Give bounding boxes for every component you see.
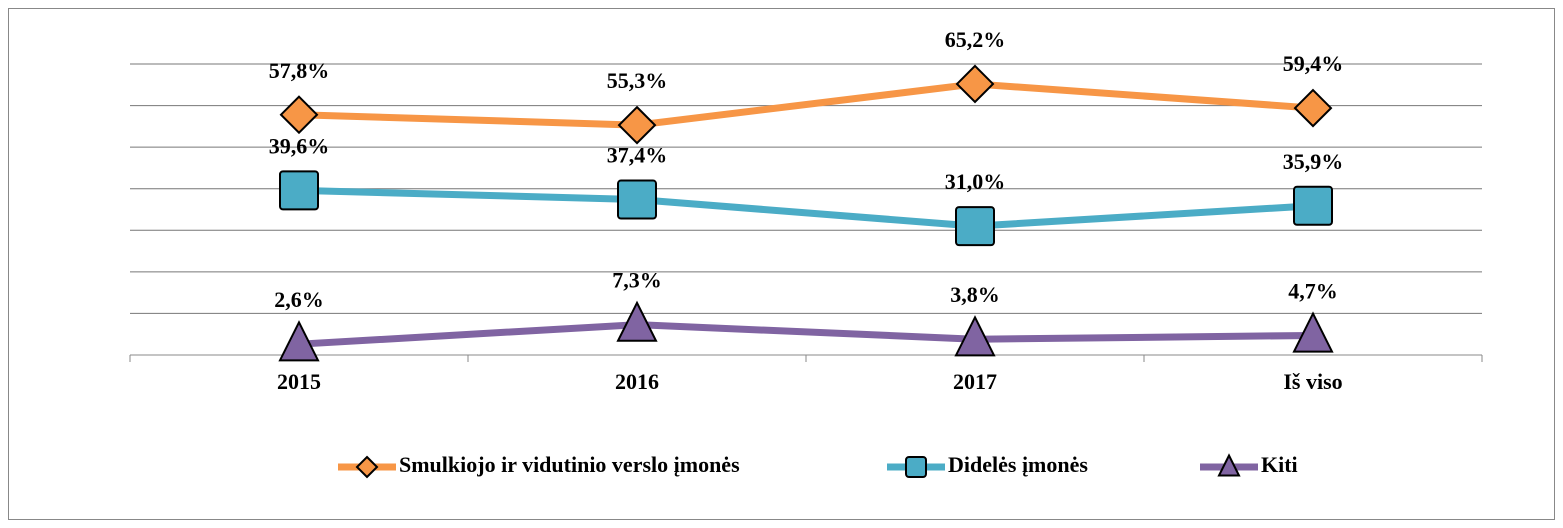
data-label: 2,6% <box>274 287 324 312</box>
x-tick-label: 2016 <box>615 369 659 394</box>
data-label: 37,4% <box>607 143 668 168</box>
data-label: 7,3% <box>612 268 662 293</box>
data-point <box>278 320 320 362</box>
x-tick-label: Iš viso <box>1283 369 1342 394</box>
data-point <box>1293 88 1333 128</box>
data-label: 35,9% <box>1283 149 1344 174</box>
data-label: 39,6% <box>269 133 330 158</box>
data-point <box>954 315 996 357</box>
legend-label: Smulkiojo ir vidutinio verslo įmonės <box>399 452 740 477</box>
data-label: 59,4% <box>1283 51 1344 76</box>
data-point <box>1292 311 1334 353</box>
chart-border <box>8 8 1555 520</box>
series-line <box>298 321 1314 348</box>
legend-marker <box>1217 453 1241 477</box>
x-tick-label: 2017 <box>953 369 997 394</box>
data-label: 3,8% <box>950 282 1000 307</box>
series-line <box>298 80 1314 129</box>
data-label: 57,8% <box>269 58 330 83</box>
data-point <box>955 64 995 104</box>
series-line <box>298 186 1314 230</box>
legend-marker <box>355 455 379 479</box>
legend-label: Didelės įmonės <box>948 452 1088 477</box>
data-point <box>279 170 319 211</box>
data-label: 65,2% <box>945 27 1006 52</box>
data-label: 31,0% <box>945 169 1006 194</box>
data-label: 55,3% <box>607 68 668 93</box>
data-point <box>279 95 319 135</box>
legend-label: Kiti <box>1261 452 1298 477</box>
data-point <box>616 300 658 342</box>
data-point <box>1293 185 1333 226</box>
data-point <box>955 206 995 247</box>
data-point <box>617 105 657 145</box>
x-tick-label: 2015 <box>277 369 321 394</box>
data-label: 4,7% <box>1288 279 1338 304</box>
legend-marker <box>905 456 927 478</box>
data-point <box>617 179 657 220</box>
